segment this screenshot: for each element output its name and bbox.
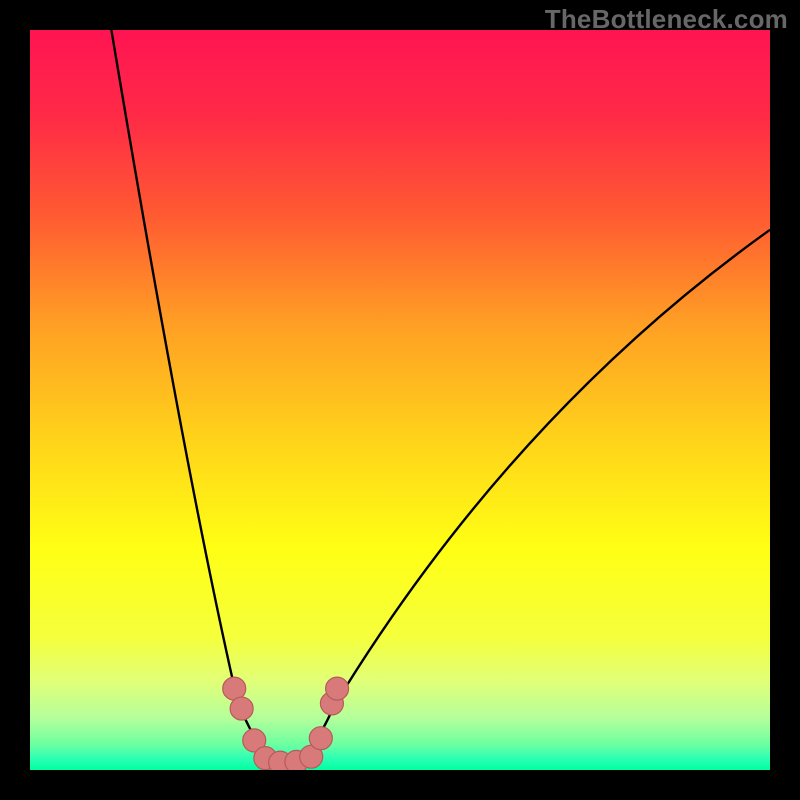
data-marker [309, 727, 332, 750]
gradient-background [30, 30, 770, 770]
data-marker [326, 677, 349, 700]
chart-frame: TheBottleneck.com [0, 0, 800, 800]
chart-svg [30, 30, 770, 770]
plot-area [30, 30, 770, 770]
watermark-label: TheBottleneck.com [545, 4, 788, 35]
data-marker [230, 697, 253, 720]
